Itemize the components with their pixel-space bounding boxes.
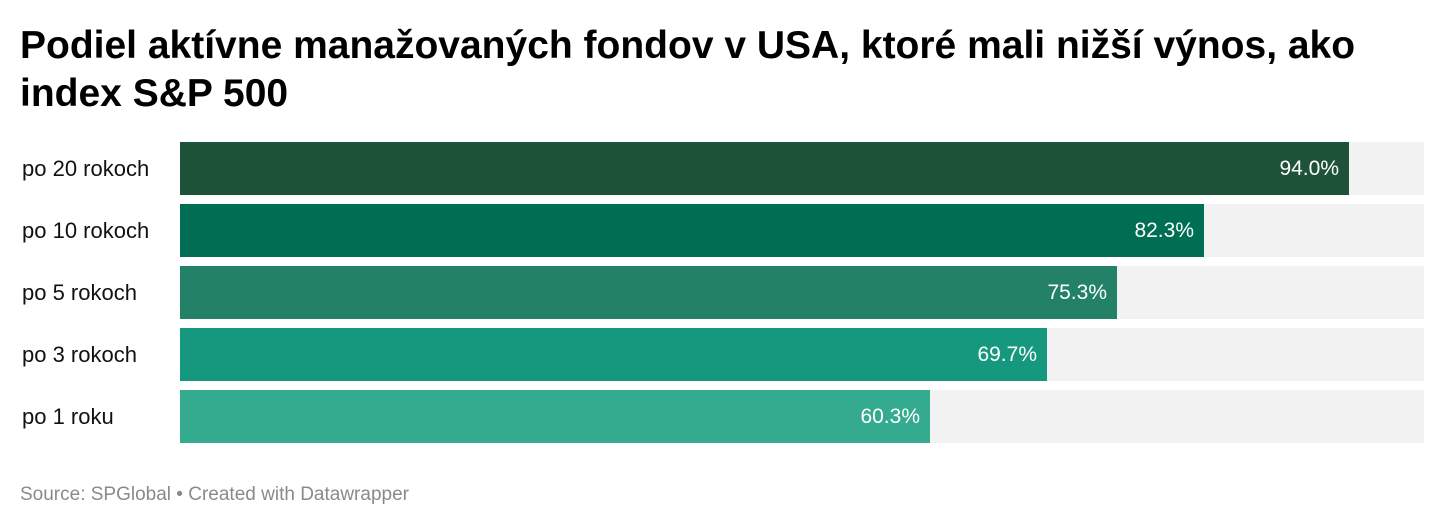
bar: 82.3% [180,204,1204,257]
bar-track: 69.7% [180,328,1424,381]
value-label: 69.7% [977,343,1037,366]
category-label: po 5 rokoch [22,280,137,305]
bar: 94.0% [180,142,1349,195]
bar-row: po 1 roku 60.3% [0,390,1446,443]
bar-row: po 3 rokoch 69.7% [0,328,1446,381]
chart-footer: Source: SPGlobal • Created with Datawrap… [20,484,409,506]
category-label: po 1 roku [22,404,114,429]
bar-track: 75.3% [180,266,1424,319]
bar: 75.3% [180,266,1117,319]
value-label: 82.3% [1134,219,1194,242]
category-label: po 20 rokoch [22,156,150,181]
source-note: Source: SPGlobal [20,484,172,505]
category-label: po 10 rokoch [22,218,150,243]
datawrapper-credit-link[interactable]: Created with Datawrapper [188,484,409,505]
value-label: 75.3% [1047,281,1107,304]
bar: 69.7% [180,328,1047,381]
bar-track: 60.3% [180,390,1424,443]
bar-row: po 20 rokoch 94.0% [0,142,1446,195]
value-label: 60.3% [860,405,920,428]
bar-row: po 10 rokoch 82.3% [0,204,1446,257]
bar-track: 94.0% [180,142,1424,195]
bar-track: 82.3% [180,204,1424,257]
bar-row: po 5 rokoch 75.3% [0,266,1446,319]
chart-title: Podiel aktívne manažovaných fondov v USA… [20,24,1356,115]
footer-separator: • [171,484,189,505]
category-label: po 3 rokoch [22,342,137,367]
bar: 60.3% [180,390,930,443]
value-label: 94.0% [1279,157,1339,180]
